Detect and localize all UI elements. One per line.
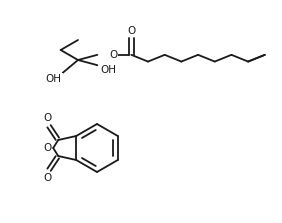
Text: OH: OH <box>46 74 62 84</box>
Text: O: O <box>127 26 135 36</box>
Text: O: O <box>43 173 51 183</box>
Text: O: O <box>43 143 51 153</box>
Text: O: O <box>43 113 51 123</box>
Text: O: O <box>109 50 117 60</box>
Text: OH: OH <box>100 65 116 75</box>
